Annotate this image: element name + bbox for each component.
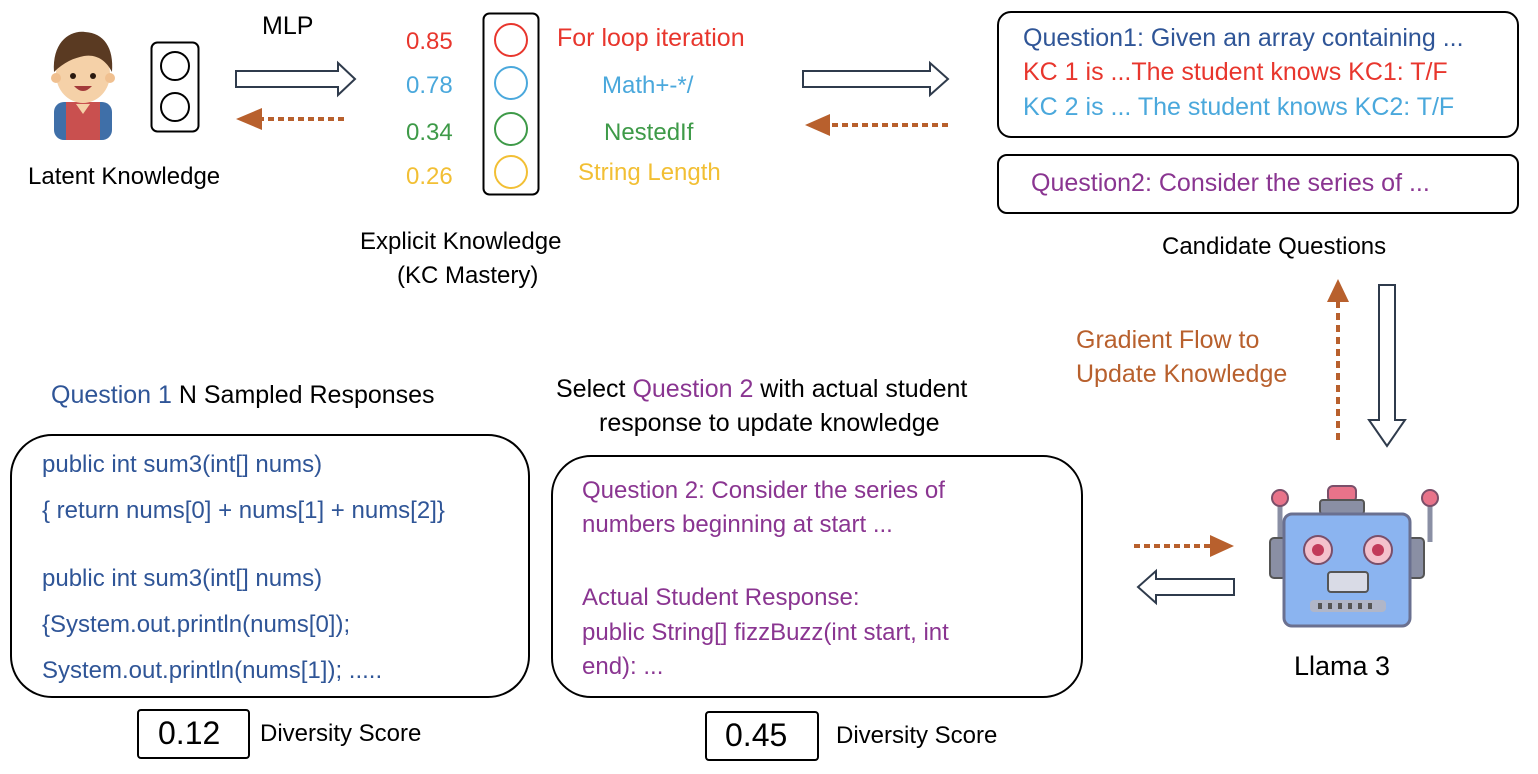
llama-to-selected-arrow xyxy=(1136,568,1235,606)
sampled-responses-title: Question 1 N Sampled Responses xyxy=(51,381,435,410)
sampled-code-line-1: public int sum3(int[] nums) xyxy=(42,451,323,478)
selected-response-line-2: end): ... xyxy=(582,653,664,680)
candidates-to-llama-arrow xyxy=(1367,284,1407,448)
sampled-title-question: Question 1 xyxy=(51,381,172,409)
sampled-code-line-2: { return nums[0] + nums[1] + nums[2]} xyxy=(42,497,445,524)
selected-title-suffix: with actual student xyxy=(753,375,968,403)
selected-title-prefix: Select xyxy=(556,375,633,403)
candidate-kc1-text: KC 1 is ...The student knows KC1: T/F xyxy=(1023,58,1448,86)
kc-mastery-vector-icon xyxy=(482,12,540,196)
sampled-code-line-5: System.out.println(nums[1]); ..... xyxy=(42,657,383,684)
student-avatar-icon xyxy=(51,31,115,140)
robot-icon xyxy=(1269,485,1439,628)
kc-circle-string-length xyxy=(494,155,528,189)
latent-knowledge-label: Latent Knowledge xyxy=(28,163,221,190)
kc-caption-line2: (KC Mastery) xyxy=(397,262,539,289)
kc-score-math: 0.78 xyxy=(406,72,453,99)
kc-name-for-loop: For loop iteration xyxy=(557,24,745,52)
sampled-diversity-score-value: 0.12 xyxy=(158,715,221,751)
candidate-questions-caption: Candidate Questions xyxy=(1162,233,1387,260)
sampled-diversity-score-label: Diversity Score xyxy=(260,720,422,747)
selected-diversity-score-value: 0.45 xyxy=(725,717,788,753)
candidate-kc2-text: KC 2 is ... The student knows KC2: T/F xyxy=(1023,93,1455,121)
mlp-forward-arrow xyxy=(235,60,357,98)
kc-circle-math xyxy=(494,66,528,100)
selected-title-line1: Select Question 2 with actual student xyxy=(556,375,967,404)
candidate-question1-box xyxy=(997,11,1519,138)
selected-diversity-score-label: Diversity Score xyxy=(836,722,998,749)
selected-title-line2: response to update knowledge xyxy=(599,409,940,437)
gradient-flow-label-line1: Gradient Flow to xyxy=(1076,326,1260,354)
selected-title-question: Question 2 xyxy=(632,375,754,403)
latent-knowledge-vector-icon xyxy=(150,41,200,133)
kc-caption-line1: Explicit Knowledge xyxy=(360,228,562,255)
selected-question-box xyxy=(551,455,1083,698)
selected-response-label: Actual Student Response: xyxy=(582,584,860,611)
selected-diversity-score-box xyxy=(705,711,819,761)
sampled-title-rest: N Sampled Responses xyxy=(171,381,435,409)
mlp-label: MLP xyxy=(262,12,314,40)
sampled-diversity-score-box xyxy=(137,709,250,759)
sampled-responses-box xyxy=(10,434,530,698)
selected-question-line-1: Question 2: Consider the series of xyxy=(582,477,945,504)
kc-name-nestedif: NestedIf xyxy=(604,119,694,146)
kc-score-for-loop: 0.85 xyxy=(406,28,453,55)
kc-circle-for-loop xyxy=(494,23,528,57)
kc-score-nestedif: 0.34 xyxy=(406,119,453,146)
gradient-flow-arrowhead xyxy=(1327,279,1349,302)
selected-response-line-1: public String[] fizzBuzz(int start, int xyxy=(582,619,949,646)
gradient-flow-label-line2: Update Knowledge xyxy=(1076,360,1288,388)
candidate-question2-box xyxy=(997,154,1519,214)
sampled-code-line-4: {System.out.println(nums[0]); xyxy=(42,611,351,638)
candidate-question1-text: Question1: Given an array containing ... xyxy=(1023,24,1464,52)
selected-question-line-2: numbers beginning at start ... xyxy=(582,511,893,538)
kc-name-math: Math+-*/ xyxy=(602,72,694,99)
selected-to-llama-arrowhead xyxy=(1210,535,1234,557)
mlp-backward-arrowhead xyxy=(236,108,262,130)
kc-score-string-length: 0.26 xyxy=(406,163,453,190)
kc-to-candidates-arrow xyxy=(802,60,950,98)
candidates-backward-arrowhead xyxy=(805,114,830,136)
sampled-code-line-3: public int sum3(int[] nums) xyxy=(42,565,323,592)
kc-circle-nestedif xyxy=(494,112,528,146)
candidate-question2-text: Question2: Consider the series of ... xyxy=(1031,169,1430,197)
llama-label: Llama 3 xyxy=(1294,651,1391,681)
kc-name-string-length: String Length xyxy=(578,159,721,186)
